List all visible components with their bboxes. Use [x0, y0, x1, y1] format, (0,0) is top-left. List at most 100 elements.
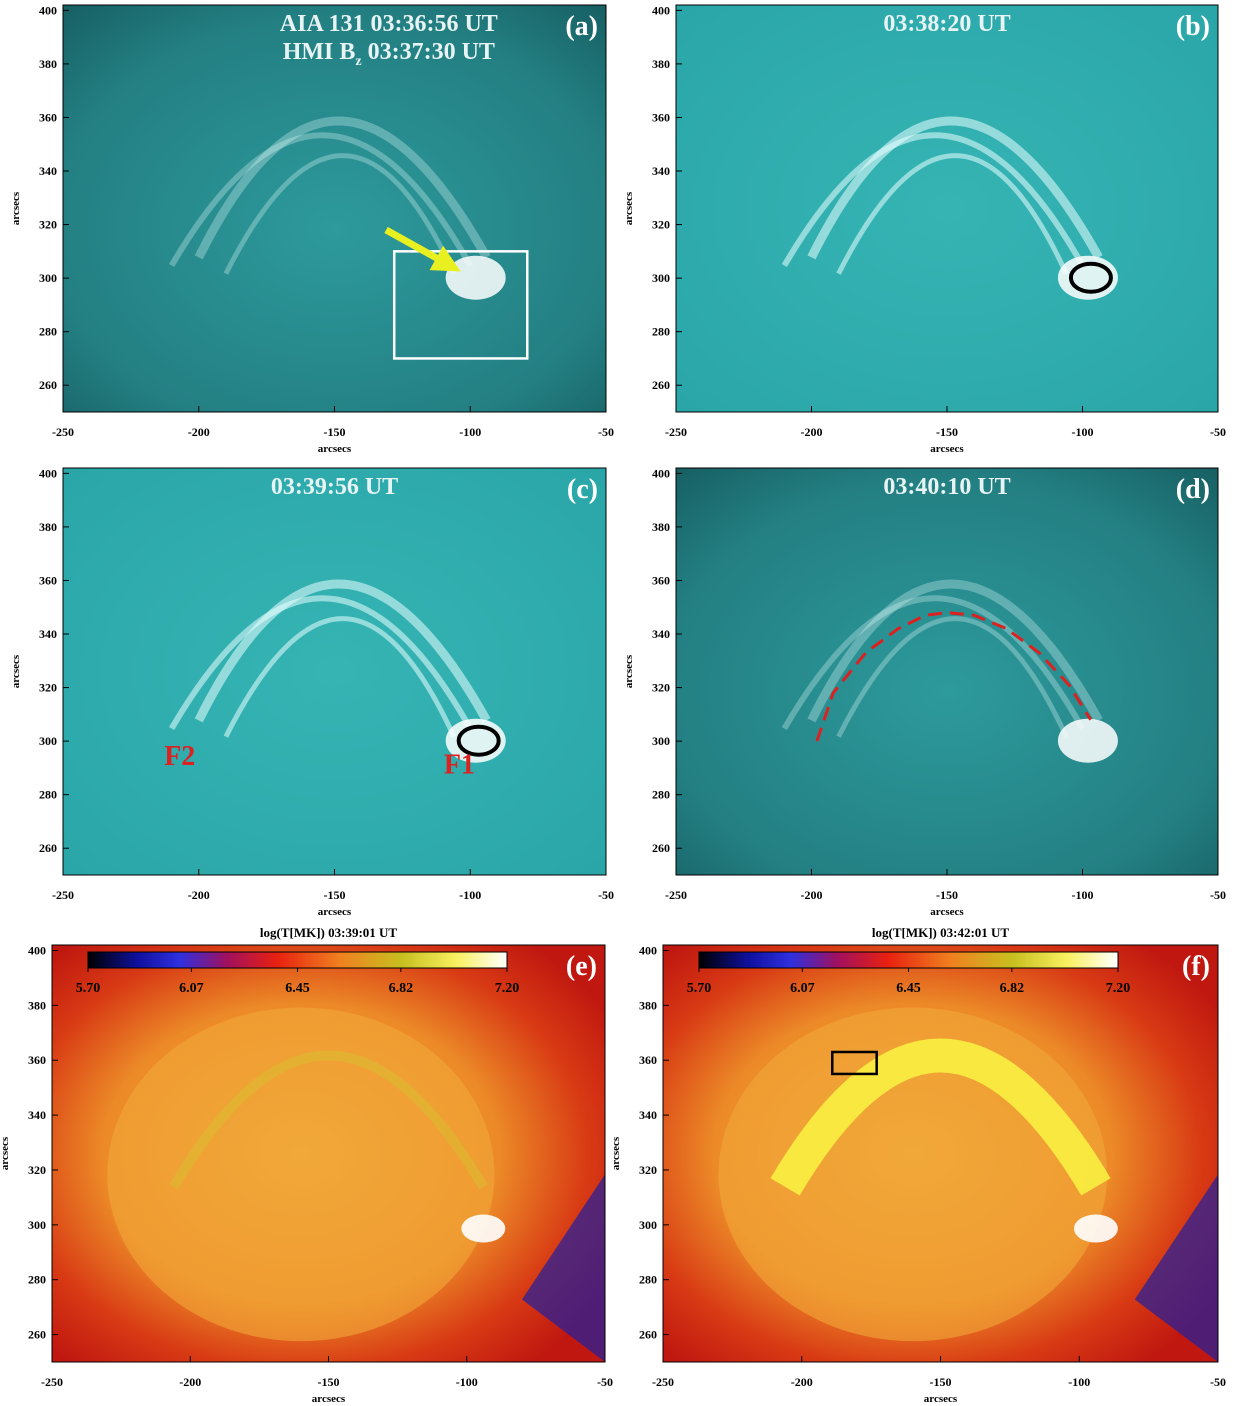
x-tick-label: -50: [1210, 1375, 1226, 1389]
image: [676, 468, 1218, 875]
x-axis-label: arcsecs: [318, 906, 352, 918]
y-tick-label: 280: [39, 325, 57, 339]
y-axis-label: arcsecs: [623, 191, 635, 225]
y-tick-label: 320: [39, 218, 57, 232]
panel-label: (b): [1176, 11, 1210, 42]
x-tick-label: -50: [1210, 888, 1226, 902]
colorbar-tick-label: 6.45: [285, 981, 310, 996]
colorbar-tick-label: 6.82: [389, 981, 414, 996]
x-tick-label: -250: [652, 1375, 674, 1389]
y-tick-label: 340: [639, 1108, 657, 1122]
y-tick-label: 340: [39, 627, 57, 641]
y-tick-label: 400: [39, 3, 57, 17]
panel: -250-200-150-100-50260280300320340360380…: [10, 3, 614, 455]
y-tick-label: 400: [39, 466, 57, 480]
x-tick-label: -100: [459, 425, 481, 439]
y-tick-label: 280: [652, 788, 670, 802]
panel: -250-200-150-100-50260280300320340360380…: [623, 3, 1226, 455]
x-tick-label: -50: [1210, 425, 1226, 439]
y-tick-label: 380: [39, 57, 57, 71]
image: [52, 945, 605, 1362]
x-tick-label: -150: [936, 888, 958, 902]
x-tick-label: -250: [52, 425, 74, 439]
image: [676, 5, 1218, 412]
panel: -250-200-150-100-50260280300320340360380…: [623, 466, 1226, 918]
colorbar: [699, 952, 1118, 968]
feature-label: F2: [164, 741, 195, 772]
image: [63, 5, 606, 412]
y-tick-label: 320: [28, 1163, 46, 1177]
colorbar-tick-label: 7.20: [495, 981, 520, 996]
x-tick-label: -150: [324, 888, 346, 902]
y-tick-label: 360: [639, 1053, 657, 1067]
x-tick-label: -200: [801, 888, 823, 902]
y-tick-label: 320: [39, 681, 57, 695]
x-axis-label: arcsecs: [924, 1393, 958, 1405]
y-tick-label: 260: [652, 841, 670, 855]
panel-label: (d): [1176, 474, 1210, 505]
y-axis-label: arcsecs: [0, 1136, 11, 1170]
image-background: [676, 5, 1218, 412]
x-axis-label: arcsecs: [312, 1393, 346, 1405]
y-tick-label: 320: [652, 218, 670, 232]
x-axis-label: arcsecs: [930, 906, 964, 918]
y-tick-label: 300: [28, 1218, 46, 1232]
x-tick-label: -250: [52, 888, 74, 902]
panel-label: (f): [1182, 951, 1210, 982]
x-tick-label: -100: [459, 888, 481, 902]
y-tick-label: 380: [652, 520, 670, 534]
x-tick-label: -150: [930, 1375, 952, 1389]
x-tick-label: -200: [791, 1375, 813, 1389]
annotation: AIA 131 03:36:56 UT: [280, 11, 498, 37]
y-tick-label: 360: [652, 110, 670, 124]
y-tick-label: 280: [28, 1273, 46, 1287]
y-tick-label: 360: [39, 573, 57, 587]
x-tick-label: -250: [665, 425, 687, 439]
y-tick-label: 400: [652, 466, 670, 480]
x-tick-label: -200: [188, 425, 210, 439]
y-tick-label: 260: [639, 1328, 657, 1342]
image-background: [63, 468, 606, 875]
colorbar-tick-label: 7.20: [1106, 981, 1131, 996]
x-tick-label: -150: [318, 1375, 340, 1389]
x-axis-label: arcsecs: [318, 443, 352, 455]
y-axis-label: arcsecs: [623, 654, 635, 688]
y-tick-label: 340: [39, 164, 57, 178]
y-tick-label: 380: [28, 998, 46, 1012]
panel: -250-200-150-100-50260280300320340360380…: [0, 925, 613, 1405]
y-tick-label: 280: [652, 325, 670, 339]
colorbar-tick-label: 6.07: [790, 981, 815, 996]
y-tick-label: 360: [652, 573, 670, 587]
y-tick-label: 380: [639, 998, 657, 1012]
y-tick-label: 320: [639, 1163, 657, 1177]
panel-label: (a): [565, 11, 598, 42]
y-tick-label: 340: [652, 164, 670, 178]
y-tick-label: 280: [39, 788, 57, 802]
image-background: [676, 468, 1218, 875]
panel-label: (c): [567, 474, 598, 505]
x-tick-label: -100: [456, 1375, 478, 1389]
annotation: 03:40:10 UT: [883, 474, 1010, 500]
x-tick-label: -250: [665, 888, 687, 902]
flare-kernel: [1058, 719, 1118, 763]
figure: -250 -200 -150 -100 -50 260 280 300 320 340 360 380…: [0, 0, 1242, 1406]
y-tick-label: 340: [28, 1108, 46, 1122]
y-tick-label: 320: [652, 681, 670, 695]
y-tick-label: 360: [39, 110, 57, 124]
colorbar-tick-label: 5.70: [687, 981, 712, 996]
feature-label: F1: [444, 749, 475, 780]
x-tick-label: -100: [1072, 425, 1094, 439]
x-tick-label: -250: [41, 1375, 63, 1389]
annotation-text: HMI B: [283, 39, 356, 65]
y-tick-label: 260: [39, 378, 57, 392]
y-tick-label: 260: [652, 378, 670, 392]
x-tick-label: -100: [1072, 888, 1094, 902]
x-tick-label: -50: [598, 425, 614, 439]
y-tick-label: 380: [652, 57, 670, 71]
y-tick-label: 260: [28, 1328, 46, 1342]
x-tick-label: -150: [324, 425, 346, 439]
y-axis-label: arcsecs: [610, 1136, 622, 1170]
y-tick-label: 400: [639, 943, 657, 957]
x-tick-label: -200: [801, 425, 823, 439]
flare-kernel: [446, 256, 506, 300]
